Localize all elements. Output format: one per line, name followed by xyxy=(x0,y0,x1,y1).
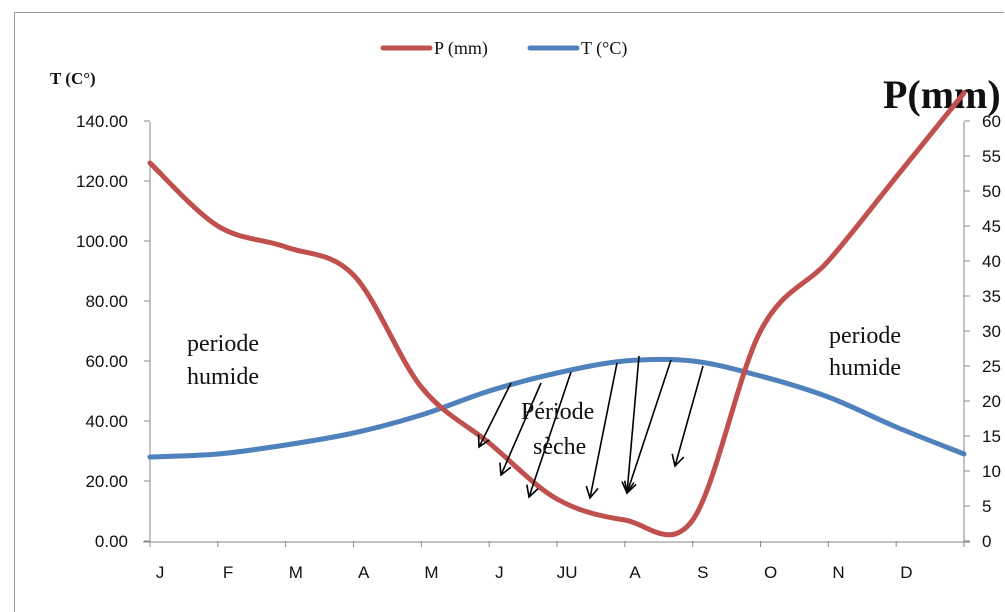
x-tick-label: M xyxy=(424,563,438,582)
precipitation-line xyxy=(147,90,967,538)
x-tick-label: J xyxy=(156,563,165,582)
arrow-3 xyxy=(526,371,572,499)
x-tick-label: M xyxy=(289,563,303,582)
arrow-1 xyxy=(477,382,512,449)
left-tick-label: 0.00 xyxy=(95,532,128,551)
arrow-6 xyxy=(623,359,672,495)
arrow-5 xyxy=(621,355,640,495)
arrow-2 xyxy=(499,382,542,477)
x-tick-label: A xyxy=(629,563,641,582)
annotation-dry: Période sèche xyxy=(521,399,594,460)
left-tick-label: 60.00 xyxy=(85,352,128,371)
x-tick-label: A xyxy=(358,563,370,582)
left-tick-label: 120.00 xyxy=(76,172,128,191)
right-tick-label: 20 xyxy=(982,392,1001,411)
chart-frame xyxy=(14,12,1004,612)
left-tick-label: 100.00 xyxy=(76,232,128,251)
x-tick-label: J xyxy=(495,563,504,582)
left-tick-label: 20.00 xyxy=(85,472,128,491)
legend: P (mm) T (°C) xyxy=(380,38,627,59)
x-tick-label: F xyxy=(223,563,233,582)
left-tick-label: 80.00 xyxy=(85,292,128,311)
x-tick-label: N xyxy=(832,563,844,582)
right-tick-label: 40 xyxy=(982,252,1001,271)
right-tick-label: 60 xyxy=(982,112,1001,131)
temperature-line xyxy=(147,356,967,460)
legend-p-label: P (mm) xyxy=(434,38,488,59)
x-tick-label: JU xyxy=(557,563,578,582)
x-tick-label: D xyxy=(900,563,912,582)
right-tick-label: 35 xyxy=(982,287,1001,306)
right-tick-label: 10 xyxy=(982,462,1001,481)
right-tick-label: 25 xyxy=(982,357,1001,376)
right-axis-title: P(mm) xyxy=(883,72,1001,117)
right-tick-label: 55 xyxy=(982,147,1001,166)
arrow-4 xyxy=(585,362,618,500)
dry-line-2: sèche xyxy=(533,434,586,460)
annotation-humid-right: periode humide xyxy=(829,323,901,381)
arrow-7 xyxy=(671,365,704,468)
dry-period-arrows xyxy=(477,355,704,500)
right-tick-label: 45 xyxy=(982,217,1001,236)
humid-right-line-2: humide xyxy=(829,355,901,381)
left-axis-title: T (C°) xyxy=(50,69,96,88)
x-tick-label: S xyxy=(697,563,708,582)
annotation-humid-left: periode humide xyxy=(187,331,259,390)
climate-chart: P (mm) T (°C) T (C°) P(mm) 0.00 20.00 40.0… xyxy=(50,38,1001,582)
humid-right-line-1: periode xyxy=(829,323,901,349)
right-axis-ticks: 0 5 10 15 20 25 30 35 40 45 50 55 60 xyxy=(964,112,1001,551)
left-axis-ticks: 0.00 20.00 40.00 60.00 80.00 100.00 120.00 140.… xyxy=(76,112,150,551)
dry-line-1: Période xyxy=(521,399,594,425)
legend-t-label: T (°C) xyxy=(581,38,627,59)
humid-left-line-1: periode xyxy=(187,331,259,357)
series-layer xyxy=(147,90,967,538)
right-tick-label: 0 xyxy=(982,532,991,551)
left-tick-label: 40.00 xyxy=(85,412,128,431)
right-tick-label: 50 xyxy=(982,182,1001,201)
right-tick-label: 30 xyxy=(982,322,1001,341)
right-tick-label: 5 xyxy=(982,497,991,516)
left-tick-label: 140.00 xyxy=(76,112,128,131)
x-axis-ticks: J F M A M J JU A S O N D xyxy=(149,541,965,582)
right-tick-label: 15 xyxy=(982,427,1001,446)
humid-left-line-2: humide xyxy=(187,364,259,390)
x-tick-label: O xyxy=(764,563,777,582)
